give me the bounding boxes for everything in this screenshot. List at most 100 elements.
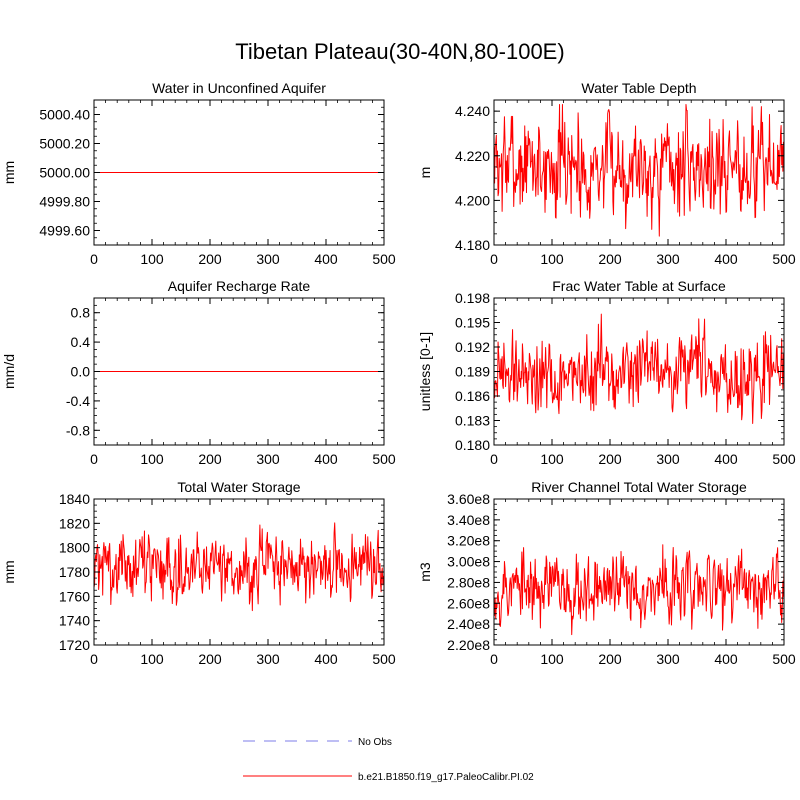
- y-axis-label-river-channel-total-water-storage: m3: [417, 562, 433, 582]
- y-tick-label: 3.20e8: [447, 533, 490, 549]
- x-tick-label: 400: [714, 651, 738, 667]
- y-tick-label: 2.40e8: [447, 616, 490, 632]
- series-line-total-water-storage: [93, 522, 385, 612]
- y-tick-label: 0.198: [455, 290, 490, 306]
- y-axis-label-water-in-unconfined-aquifer: mm: [1, 161, 17, 184]
- y-axis-label-water-table-depth: m: [417, 167, 433, 179]
- x-tick-label: 500: [772, 251, 796, 267]
- y-tick-label: 1740: [59, 613, 90, 629]
- x-tick-label: 300: [656, 451, 680, 467]
- x-tick-label: 200: [198, 451, 222, 467]
- y-tick-label: 1780: [59, 564, 90, 580]
- x-tick-label: 100: [140, 651, 164, 667]
- y-tick-label: -0.8: [66, 422, 90, 438]
- y-tick-label: 0.186: [455, 388, 490, 404]
- y-tick-label: 3.00e8: [447, 554, 490, 570]
- x-tick-label: 100: [540, 451, 564, 467]
- y-tick-label: 0.192: [455, 339, 490, 355]
- x-tick-label: 300: [256, 451, 280, 467]
- x-tick-label: 300: [656, 651, 680, 667]
- x-tick-label: 400: [314, 451, 338, 467]
- x-tick-label: 100: [540, 651, 564, 667]
- y-tick-label: 5000.40: [39, 107, 90, 123]
- x-tick-label: 0: [490, 651, 498, 667]
- x-tick-label: 0: [90, 451, 98, 467]
- panel-water-table-depth: Water Table Depth 0 100 200 300 400 500 4.180 4.…: [417, 80, 796, 267]
- y-tick-label: 2.80e8: [447, 574, 490, 590]
- y-tick-label: 2.20e8: [447, 637, 490, 653]
- y-tick-label: 1820: [59, 515, 90, 531]
- x-tick-label: 500: [372, 251, 396, 267]
- x-tick-label: 400: [314, 651, 338, 667]
- y-tick-label: 0.0: [71, 364, 91, 380]
- x-tick-label: 200: [198, 651, 222, 667]
- y-tick-label: 2.60e8: [447, 595, 490, 611]
- x-tick-label: 100: [140, 251, 164, 267]
- x-tick-label: 300: [656, 251, 680, 267]
- y-tick-label: 0.183: [455, 413, 490, 429]
- y-tick-label: 1720: [59, 637, 90, 653]
- panel-aquifer-recharge-rate: Aquifer Recharge Rate 0 100 200 300 400 500 -0.…: [1, 278, 396, 467]
- y-tick-label: 1760: [59, 588, 90, 604]
- x-tick-label: 500: [372, 651, 396, 667]
- y-tick-label: -0.4: [66, 393, 90, 409]
- x-tick-label: 300: [256, 251, 280, 267]
- x-tick-label: 0: [90, 251, 98, 267]
- x-tick-label: 100: [140, 451, 164, 467]
- panel-frac-water-table-at-surface: Frac Water Table at Surface 0 100 200 300 400…: [417, 278, 796, 467]
- figure-title: Tibetan Plateau(30-40N,80-100E): [235, 39, 564, 64]
- panel-total-water-storage: Total Water Storage 0 100 200 300 400 500 1720 1…: [1, 479, 396, 667]
- x-tick-label: 200: [598, 451, 622, 467]
- plot-frame-water-table-depth: [493, 99, 785, 246]
- panel-title-aquifer-recharge-rate: Aquifer Recharge Rate: [168, 278, 311, 294]
- panels-group: Water in Unconfined Aquifer 0 100 200 300 400…: [1, 80, 796, 667]
- x-tick-label: 300: [256, 651, 280, 667]
- y-axis-label-aquifer-recharge-rate: mm/d: [1, 354, 17, 389]
- x-tick-label: 400: [314, 251, 338, 267]
- y-tick-label: 0.4: [71, 334, 91, 350]
- y-tick-label: 1800: [59, 540, 90, 556]
- series-line-water-table-depth: [493, 103, 785, 237]
- y-tick-label: 4.180: [455, 237, 490, 253]
- y-tick-label: 4.240: [455, 103, 490, 119]
- y-tick-label: 4.200: [455, 192, 490, 208]
- y-axis-label-frac-water-table-at-surface: unitless [0-1]: [417, 332, 433, 411]
- series-line-river-channel-total-water-storage: [493, 544, 785, 636]
- legend-no-obs-label: No Obs: [358, 737, 392, 748]
- panel-river-channel-total-water-storage: River Channel Total Water Storage 0 100 200…: [417, 479, 796, 667]
- series-line-frac-water-table-at-surface: [493, 313, 785, 424]
- panel-title-frac-water-table-at-surface: Frac Water Table at Surface: [552, 278, 726, 294]
- y-tick-label: 0.8: [71, 305, 91, 321]
- y-axis-label-total-water-storage: mm: [1, 560, 17, 583]
- x-tick-label: 400: [714, 251, 738, 267]
- x-tick-label: 500: [772, 451, 796, 467]
- y-tick-label: 4999.80: [39, 194, 90, 210]
- x-tick-label: 200: [598, 651, 622, 667]
- x-tick-label: 500: [372, 451, 396, 467]
- panel-title-water-in-unconfined-aquifer: Water in Unconfined Aquifer: [152, 80, 326, 96]
- x-tick-label: 200: [198, 251, 222, 267]
- panel-title-total-water-storage: Total Water Storage: [177, 479, 300, 495]
- x-tick-label: 100: [540, 251, 564, 267]
- panel-title-river-channel-total-water-storage: River Channel Total Water Storage: [531, 479, 747, 495]
- y-tick-label: 0.189: [455, 364, 490, 380]
- x-tick-label: 500: [772, 651, 796, 667]
- y-tick-label: 3.40e8: [447, 512, 490, 528]
- y-tick-label: 5000.00: [39, 165, 90, 181]
- legend: No Obs b.e21.B1850.f19_g17.PaleoCalibr.P…: [243, 737, 534, 783]
- y-tick-label: 4999.60: [39, 223, 90, 239]
- x-tick-label: 0: [490, 251, 498, 267]
- x-tick-label: 0: [490, 451, 498, 467]
- y-tick-label: 3.60e8: [447, 491, 490, 507]
- panel-title-water-table-depth: Water Table Depth: [581, 80, 696, 96]
- x-tick-label: 400: [714, 451, 738, 467]
- x-tick-label: 0: [90, 651, 98, 667]
- panel-water-in-unconfined-aquifer: Water in Unconfined Aquifer 0 100 200 300 400…: [1, 80, 396, 267]
- y-tick-label: 4.220: [455, 148, 490, 164]
- legend-model-label: b.e21.B1850.f19_g17.PaleoCalibr.PI.02: [358, 772, 534, 783]
- y-tick-label: 1840: [59, 491, 90, 507]
- x-tick-label: 200: [598, 251, 622, 267]
- y-tick-label: 5000.20: [39, 136, 90, 152]
